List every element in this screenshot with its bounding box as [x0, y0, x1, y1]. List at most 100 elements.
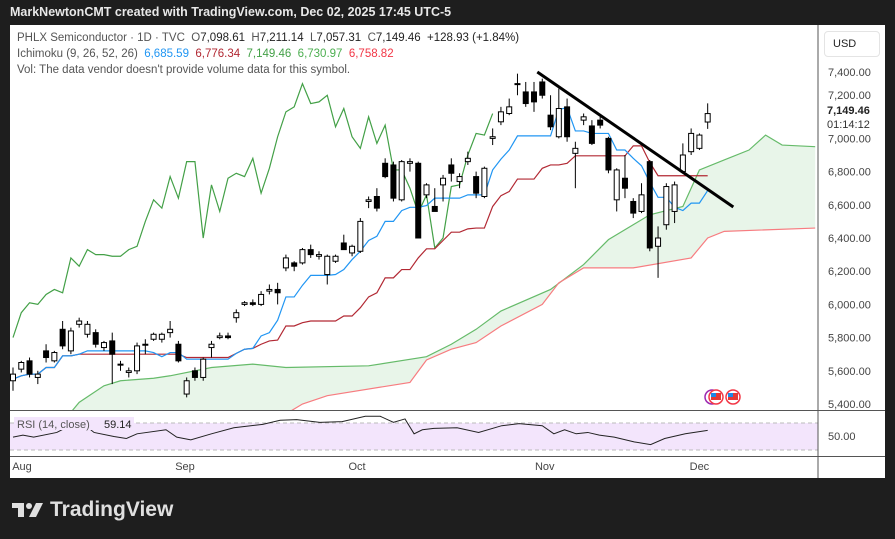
bullish-candle[interactable] — [34, 373, 41, 378]
bearish-candle[interactable] — [249, 302, 256, 305]
bullish-candle[interactable] — [315, 254, 322, 257]
bearish-candle[interactable] — [390, 164, 397, 199]
ichimoku-legend[interactable]: Ichimoku (9, 26, 52, 26) 6,685.59 6,776.… — [17, 48, 394, 60]
bullish-candle[interactable] — [18, 362, 25, 370]
bullish-candle[interactable] — [398, 161, 405, 201]
bullish-candle[interactable] — [506, 106, 513, 115]
bullish-candle[interactable] — [208, 343, 215, 349]
symbol-name[interactable]: PHLX Semiconductor · 1D · TVC — [17, 32, 185, 44]
bullish-candle[interactable] — [572, 147, 579, 154]
bullish-candle[interactable] — [76, 320, 83, 325]
bullish-candle[interactable] — [183, 380, 190, 395]
bearish-candle[interactable] — [291, 262, 298, 267]
bearish-candle[interactable] — [175, 343, 182, 362]
bullish-candle[interactable] — [241, 302, 248, 305]
bullish-candle[interactable] — [332, 255, 339, 262]
bullish-candle[interactable] — [134, 345, 141, 372]
bullish-candle[interactable] — [67, 330, 74, 352]
bearish-candle[interactable] — [415, 162, 422, 239]
bearish-candle[interactable] — [531, 91, 538, 103]
bullish-candle[interactable] — [464, 157, 471, 163]
bearish-candle[interactable] — [382, 162, 389, 178]
bullish-candle[interactable] — [456, 176, 463, 183]
bearish-candle[interactable] — [630, 200, 637, 214]
bearish-candle[interactable] — [588, 125, 595, 144]
bullish-candle[interactable] — [655, 237, 662, 247]
bullish-candle[interactable] — [406, 161, 413, 164]
bearish-candle[interactable] — [109, 340, 116, 355]
bearish-candle[interactable] — [307, 249, 314, 256]
bearish-candle[interactable] — [646, 161, 653, 249]
bullish-candle[interactable] — [167, 328, 174, 334]
bearish-candle[interactable] — [564, 106, 571, 138]
bullish-candle[interactable] — [158, 333, 165, 340]
bullish-candle[interactable] — [679, 154, 686, 173]
bullish-candle[interactable] — [671, 184, 678, 212]
bearish-candle[interactable] — [473, 176, 480, 194]
bullish-candle[interactable] — [200, 358, 207, 378]
bullish-candle[interactable] — [688, 132, 695, 153]
bearish-candle[interactable] — [621, 177, 628, 189]
senkou-span-b-line — [291, 227, 816, 410]
bullish-candle[interactable] — [696, 134, 703, 149]
bullish-candle[interactable] — [299, 249, 306, 264]
economic-events[interactable] — [704, 389, 741, 405]
open-value: 7,098.61 — [200, 32, 245, 44]
bullish-candle[interactable] — [51, 352, 58, 362]
chikou-value: 7,149.46 — [246, 48, 292, 60]
bullish-candle[interactable] — [663, 186, 670, 226]
trendline[interactable] — [536, 70, 735, 209]
bearish-candle[interactable] — [225, 335, 232, 339]
symbol-legend[interactable]: PHLX Semiconductor · 1D · TVC O7,098.61 … — [17, 32, 519, 44]
bearish-candle[interactable] — [373, 196, 380, 209]
bullish-candle[interactable] — [357, 220, 364, 252]
bullish-candle[interactable] — [440, 177, 447, 186]
bullish-candle[interactable] — [266, 288, 273, 292]
bullish-candle[interactable] — [365, 199, 372, 202]
bullish-candle[interactable] — [100, 342, 107, 349]
bullish-candle[interactable] — [704, 113, 711, 123]
bullish-candle[interactable] — [613, 169, 620, 201]
bearish-candle[interactable] — [92, 332, 99, 345]
tradingview-logo[interactable]: TradingView — [12, 498, 173, 522]
bearish-candle[interactable] — [539, 81, 546, 96]
bullish-candle[interactable] — [638, 194, 645, 212]
bearish-candle[interactable] — [26, 360, 33, 375]
bearish-candle[interactable] — [43, 350, 50, 359]
bullish-candle[interactable] — [514, 83, 521, 86]
bullish-candle[interactable] — [258, 293, 265, 305]
bullish-candle[interactable] — [150, 333, 157, 340]
bullish-candle[interactable] — [117, 363, 124, 366]
bullish-candle[interactable] — [324, 255, 331, 276]
rsi-label[interactable]: RSI (14, close) — [17, 419, 90, 431]
bearish-candle[interactable] — [448, 164, 455, 174]
bullish-candle[interactable] — [10, 373, 16, 382]
bullish-candle[interactable] — [349, 245, 356, 254]
bearish-candle[interactable] — [522, 91, 529, 105]
bullish-candle[interactable] — [282, 257, 289, 269]
bullish-candle[interactable] — [216, 335, 223, 339]
bullish-candle[interactable] — [497, 111, 504, 123]
bullish-candle[interactable] — [233, 312, 240, 319]
bearish-candle[interactable] — [597, 119, 604, 126]
bullish-candle[interactable] — [84, 323, 91, 335]
bullish-candle[interactable] — [580, 116, 587, 121]
bullish-candle[interactable] — [125, 370, 132, 373]
bearish-candle[interactable] — [547, 114, 554, 128]
bearish-candle[interactable] — [340, 242, 347, 251]
bullish-candle[interactable] — [555, 108, 562, 138]
bearish-candle[interactable] — [605, 137, 612, 171]
bearish-candle[interactable] — [274, 288, 281, 294]
bullish-candle[interactable] — [142, 343, 149, 346]
ichimoku-label[interactable]: Ichimoku (9, 26, 52, 26) — [17, 48, 138, 60]
bearish-candle[interactable] — [191, 370, 198, 378]
bullish-candle[interactable] — [481, 167, 488, 197]
bullish-candle[interactable] — [423, 184, 430, 196]
currency-button[interactable]: USD — [824, 31, 880, 57]
bearish-candle[interactable] — [431, 205, 438, 212]
price-tick-label: 6,600.00 — [828, 200, 871, 212]
bullish-candle[interactable] — [489, 136, 496, 139]
open-label: O — [191, 32, 201, 44]
bearish-candle[interactable] — [59, 328, 66, 347]
